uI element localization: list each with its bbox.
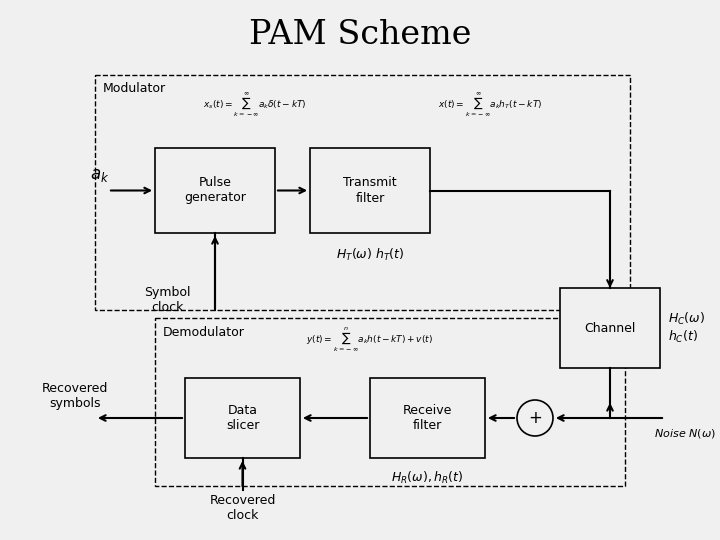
Text: $H_C(\omega)$
$h_C(t)$: $H_C(\omega)$ $h_C(t)$ [668,310,705,345]
Text: Recovered
clock: Recovered clock [210,494,276,522]
Text: Modulator: Modulator [103,83,166,96]
Text: Noise $N(\omega)$: Noise $N(\omega)$ [654,428,716,441]
Bar [310,148,430,233]
Bar [185,378,300,458]
Text: +: + [528,409,542,427]
Text: $y(t) = \sum_{k=-\infty}^{n} a_k h(t - kT) + v(t)$: $y(t) = \sum_{k=-\infty}^{n} a_k h(t - k… [307,326,433,354]
Text: PAM Scheme: PAM Scheme [248,19,472,51]
Text: Data
slicer: Data slicer [226,404,259,432]
Bar [155,318,625,486]
Text: Receive
filter: Receive filter [402,404,452,432]
Bar [370,378,485,458]
Bar [155,148,275,233]
Text: Symbol
clock: Symbol clock [144,286,190,314]
Text: Channel: Channel [585,321,636,334]
Text: Demodulator: Demodulator [163,326,245,339]
Text: Recovered
symbols: Recovered symbols [42,382,108,410]
Text: $x(t) = \sum_{k=-\infty}^{\infty} a_k h_T(t - kT)$: $x(t) = \sum_{k=-\infty}^{\infty} a_k h_… [438,91,542,119]
Text: Transmit
filter: Transmit filter [343,177,397,205]
Text: $x_s(t) = \sum_{k=-\infty}^{\infty} a_k \delta(t - kT)$: $x_s(t) = \sum_{k=-\infty}^{\infty} a_k … [203,91,307,119]
Bar [95,75,630,310]
Text: $H_T(\omega)$ $h_T(t)$: $H_T(\omega)$ $h_T(t)$ [336,247,404,263]
Text: Pulse
generator: Pulse generator [184,177,246,205]
Text: $a_k$: $a_k$ [90,165,109,184]
Bar [560,288,660,368]
Text: $H_R(\omega), h_R(t)$: $H_R(\omega), h_R(t)$ [391,470,464,486]
